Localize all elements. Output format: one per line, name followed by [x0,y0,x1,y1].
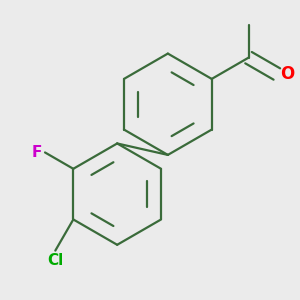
Text: Cl: Cl [47,253,64,268]
Text: O: O [280,65,294,83]
Text: F: F [32,145,42,160]
